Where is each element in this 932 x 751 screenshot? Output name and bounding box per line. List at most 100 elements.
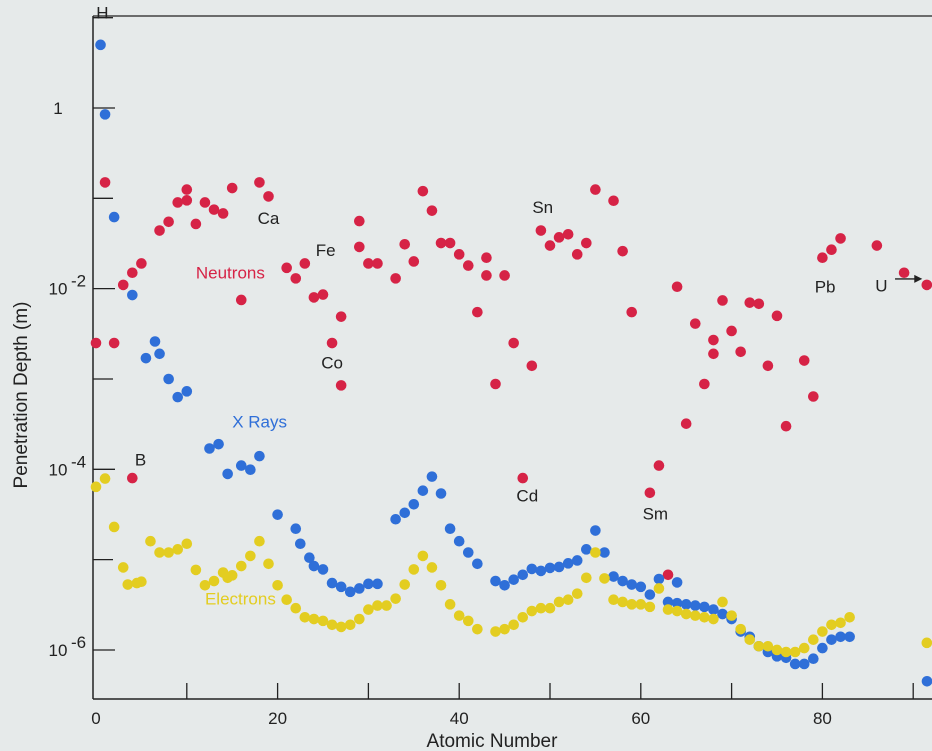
data-point	[789, 658, 801, 670]
data-point	[581, 544, 592, 555]
data-point	[726, 325, 737, 337]
data-point	[771, 644, 783, 656]
data-point	[272, 580, 283, 591]
data-point	[453, 610, 465, 621]
data-point	[626, 306, 638, 318]
data-point	[453, 535, 465, 547]
data-point	[671, 577, 683, 588]
data-point	[208, 575, 220, 587]
data-point	[335, 621, 347, 633]
series-label: Electrons	[205, 589, 276, 608]
data-point	[921, 676, 932, 687]
data-point	[99, 177, 111, 188]
data-point	[363, 258, 374, 269]
data-point	[490, 378, 501, 390]
data-point	[117, 562, 129, 573]
x-tick-label: 20	[268, 709, 287, 728]
series-electrons	[90, 473, 932, 658]
data-point	[263, 191, 274, 202]
data-point	[435, 237, 447, 249]
data-point	[699, 612, 710, 623]
data-point	[372, 578, 383, 590]
data-point	[689, 318, 701, 329]
data-point	[163, 216, 174, 228]
data-point	[235, 560, 247, 572]
data-point	[689, 610, 701, 621]
data-point	[753, 298, 765, 310]
data-point	[344, 619, 356, 631]
data-point	[535, 225, 547, 236]
data-point	[399, 507, 411, 519]
data-point	[108, 521, 120, 533]
data-point	[140, 352, 152, 364]
data-point	[662, 604, 674, 615]
x-tick-label: 60	[631, 709, 650, 728]
data-point	[172, 391, 184, 403]
data-point	[826, 619, 837, 631]
series-x-rays	[95, 39, 932, 687]
data-point	[295, 538, 306, 550]
data-point	[290, 273, 302, 284]
data-point	[808, 634, 819, 645]
data-point	[871, 240, 883, 251]
data-point	[290, 523, 302, 535]
data-point	[526, 605, 538, 617]
data-point	[771, 310, 783, 322]
data-point	[508, 574, 519, 585]
data-point	[335, 311, 347, 322]
y-tick-label: 10	[49, 641, 68, 660]
data-point	[472, 623, 483, 635]
data-point	[817, 642, 828, 654]
data-point	[344, 586, 356, 598]
element-label: Cd	[516, 487, 538, 506]
y-tick-exponent: -2	[71, 272, 86, 291]
x-tick-label: 0	[91, 709, 100, 728]
data-point	[181, 538, 193, 550]
data-point	[254, 535, 265, 547]
data-point	[222, 468, 233, 480]
data-point	[898, 267, 910, 279]
data-point	[181, 184, 193, 195]
data-point	[581, 572, 592, 584]
y-axis-title: Penetration Depth (m)	[11, 302, 32, 489]
data-point	[326, 577, 338, 589]
data-point	[762, 640, 774, 652]
data-point	[508, 619, 519, 631]
data-point	[390, 273, 401, 284]
data-point	[354, 583, 365, 594]
data-point	[453, 249, 465, 260]
data-point	[154, 225, 165, 236]
data-point	[671, 281, 683, 293]
data-point	[108, 337, 120, 349]
data-point	[354, 241, 365, 253]
data-point	[553, 596, 565, 608]
data-point	[426, 205, 438, 216]
data-point	[599, 547, 610, 558]
data-point	[508, 337, 519, 349]
data-point	[590, 184, 601, 195]
data-point	[317, 564, 329, 575]
data-point	[780, 646, 792, 658]
data-point	[408, 564, 420, 575]
data-point	[127, 472, 138, 484]
data-point	[127, 289, 138, 301]
data-point	[921, 279, 932, 291]
data-point	[308, 292, 320, 303]
data-point	[354, 613, 365, 625]
data-point	[544, 562, 556, 574]
data-point	[699, 601, 710, 613]
data-point	[326, 337, 338, 349]
data-point	[835, 631, 846, 643]
x-tick-label: 80	[813, 709, 832, 728]
data-point	[499, 270, 510, 281]
data-point	[235, 294, 247, 306]
data-point	[708, 613, 719, 625]
data-point	[562, 228, 574, 240]
data-point	[308, 613, 320, 625]
data-point	[562, 594, 574, 606]
data-point	[689, 600, 701, 611]
data-point	[526, 360, 538, 372]
data-point	[163, 373, 174, 385]
data-point	[399, 579, 411, 590]
